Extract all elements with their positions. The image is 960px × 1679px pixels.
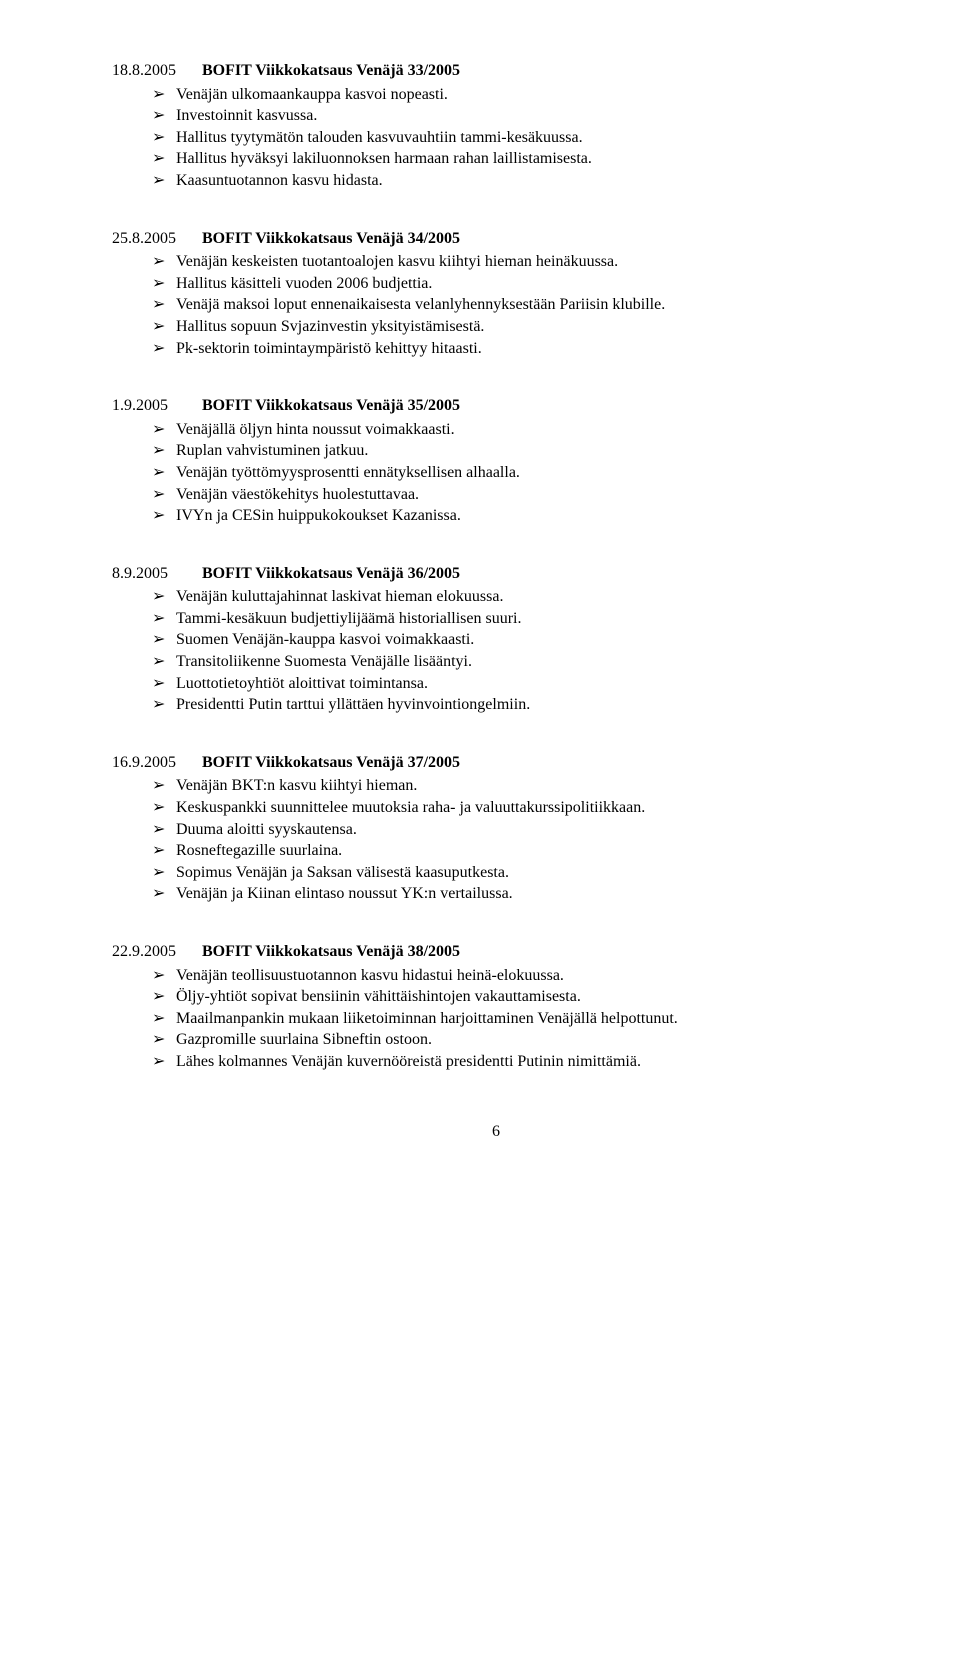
list-item: Maailmanpankin mukaan liiketoiminnan har… bbox=[152, 1008, 880, 1030]
entry-header: 1.9.2005 BOFIT Viikkokatsaus Venäjä 35/2… bbox=[112, 395, 880, 417]
list-item: Venäjällä öljyn hinta noussut voimakkaas… bbox=[152, 419, 880, 441]
list-item: Venäjä maksoi loput ennenaikaisesta vela… bbox=[152, 294, 880, 316]
entry-date: 25.8.2005 bbox=[112, 228, 198, 250]
list-item: Ruplan vahvistuminen jatkuu. bbox=[152, 440, 880, 462]
entry: 22.9.2005 BOFIT Viikkokatsaus Venäjä 38/… bbox=[112, 941, 880, 1073]
entry-title: BOFIT Viikkokatsaus Venäjä 33/2005 bbox=[202, 62, 460, 79]
list-item: Hallitus käsitteli vuoden 2006 budjettia… bbox=[152, 273, 880, 295]
entry: 8.9.2005 BOFIT Viikkokatsaus Venäjä 36/2… bbox=[112, 563, 880, 716]
entry-title: BOFIT Viikkokatsaus Venäjä 36/2005 bbox=[202, 565, 460, 582]
list-item: Luottotietoyhtiöt aloittivat toimintansa… bbox=[152, 673, 880, 695]
list-item: Venäjän työttömyysprosentti ennätykselli… bbox=[152, 462, 880, 484]
list-item: Rosneftegazille suurlaina. bbox=[152, 840, 880, 862]
list-item: Kaasuntuotannon kasvu hidasta. bbox=[152, 170, 880, 192]
entry-items: Venäjän keskeisten tuotantoalojen kasvu … bbox=[112, 251, 880, 359]
list-item: Venäjän ulkomaankauppa kasvoi nopeasti. bbox=[152, 84, 880, 106]
entry-header: 8.9.2005 BOFIT Viikkokatsaus Venäjä 36/2… bbox=[112, 563, 880, 585]
list-item: Venäjän kuluttajahinnat laskivat hieman … bbox=[152, 586, 880, 608]
list-item: IVYn ja CESin huippukokoukset Kazanissa. bbox=[152, 505, 880, 527]
entry-header: 16.9.2005 BOFIT Viikkokatsaus Venäjä 37/… bbox=[112, 752, 880, 774]
list-item: Keskuspankki suunnittelee muutoksia raha… bbox=[152, 797, 880, 819]
list-item: Investoinnit kasvussa. bbox=[152, 105, 880, 127]
entry-title: BOFIT Viikkokatsaus Venäjä 37/2005 bbox=[202, 754, 460, 771]
entry-date: 8.9.2005 bbox=[112, 563, 198, 585]
list-item: Venäjän ja Kiinan elintaso noussut YK:n … bbox=[152, 883, 880, 905]
entry-items: Venäjän ulkomaankauppa kasvoi nopeasti.I… bbox=[112, 84, 880, 192]
entry-items: Venäjän kuluttajahinnat laskivat hieman … bbox=[112, 586, 880, 716]
list-item: Hallitus sopuun Svjazinvestin yksityistä… bbox=[152, 316, 880, 338]
entry: 18.8.2005 BOFIT Viikkokatsaus Venäjä 33/… bbox=[112, 60, 880, 192]
list-item: Transitoliikenne Suomesta Venäjälle lisä… bbox=[152, 651, 880, 673]
entry-date: 1.9.2005 bbox=[112, 395, 198, 417]
list-item: Lähes kolmannes Venäjän kuvernööreistä p… bbox=[152, 1051, 880, 1073]
list-item: Sopimus Venäjän ja Saksan välisestä kaas… bbox=[152, 862, 880, 884]
list-item: Duuma aloitti syyskautensa. bbox=[152, 819, 880, 841]
entry: 25.8.2005 BOFIT Viikkokatsaus Venäjä 34/… bbox=[112, 228, 880, 360]
entry-items: Venäjällä öljyn hinta noussut voimakkaas… bbox=[112, 419, 880, 527]
list-item: Presidentti Putin tarttui yllättäen hyvi… bbox=[152, 694, 880, 716]
page-number: 6 bbox=[112, 1121, 880, 1143]
list-item: Pk-sektorin toimintaympäristö kehittyy h… bbox=[152, 338, 880, 360]
entry: 1.9.2005 BOFIT Viikkokatsaus Venäjä 35/2… bbox=[112, 395, 880, 527]
entry-items: Venäjän teollisuustuotannon kasvu hidast… bbox=[112, 965, 880, 1073]
entry-items: Venäjän BKT:n kasvu kiihtyi hieman.Kesku… bbox=[112, 775, 880, 905]
list-item: Öljy-yhtiöt sopivat bensiinin vähittäish… bbox=[152, 986, 880, 1008]
entry-header: 25.8.2005 BOFIT Viikkokatsaus Venäjä 34/… bbox=[112, 228, 880, 250]
entry-date: 16.9.2005 bbox=[112, 752, 198, 774]
list-item: Suomen Venäjän-kauppa kasvoi voimakkaast… bbox=[152, 629, 880, 651]
list-item: Venäjän BKT:n kasvu kiihtyi hieman. bbox=[152, 775, 880, 797]
list-item: Venäjän väestökehitys huolestuttavaa. bbox=[152, 484, 880, 506]
list-item: Venäjän teollisuustuotannon kasvu hidast… bbox=[152, 965, 880, 987]
list-item: Venäjän keskeisten tuotantoalojen kasvu … bbox=[152, 251, 880, 273]
list-item: Tammi-kesäkuun budjettiylijäämä historia… bbox=[152, 608, 880, 630]
entry-header: 22.9.2005 BOFIT Viikkokatsaus Venäjä 38/… bbox=[112, 941, 880, 963]
entry-date: 22.9.2005 bbox=[112, 941, 198, 963]
list-item: Gazpromille suurlaina Sibneftin ostoon. bbox=[152, 1029, 880, 1051]
entry-header: 18.8.2005 BOFIT Viikkokatsaus Venäjä 33/… bbox=[112, 60, 880, 82]
entry-date: 18.8.2005 bbox=[112, 60, 198, 82]
entry-title: BOFIT Viikkokatsaus Venäjä 38/2005 bbox=[202, 943, 460, 960]
list-item: Hallitus hyväksyi lakiluonnoksen harmaan… bbox=[152, 148, 880, 170]
entry-title: BOFIT Viikkokatsaus Venäjä 35/2005 bbox=[202, 397, 460, 414]
entries-list: 18.8.2005 BOFIT Viikkokatsaus Venäjä 33/… bbox=[112, 60, 880, 1073]
entry: 16.9.2005 BOFIT Viikkokatsaus Venäjä 37/… bbox=[112, 752, 880, 905]
entry-title: BOFIT Viikkokatsaus Venäjä 34/2005 bbox=[202, 230, 460, 247]
list-item: Hallitus tyytymätön talouden kasvuvauhti… bbox=[152, 127, 880, 149]
